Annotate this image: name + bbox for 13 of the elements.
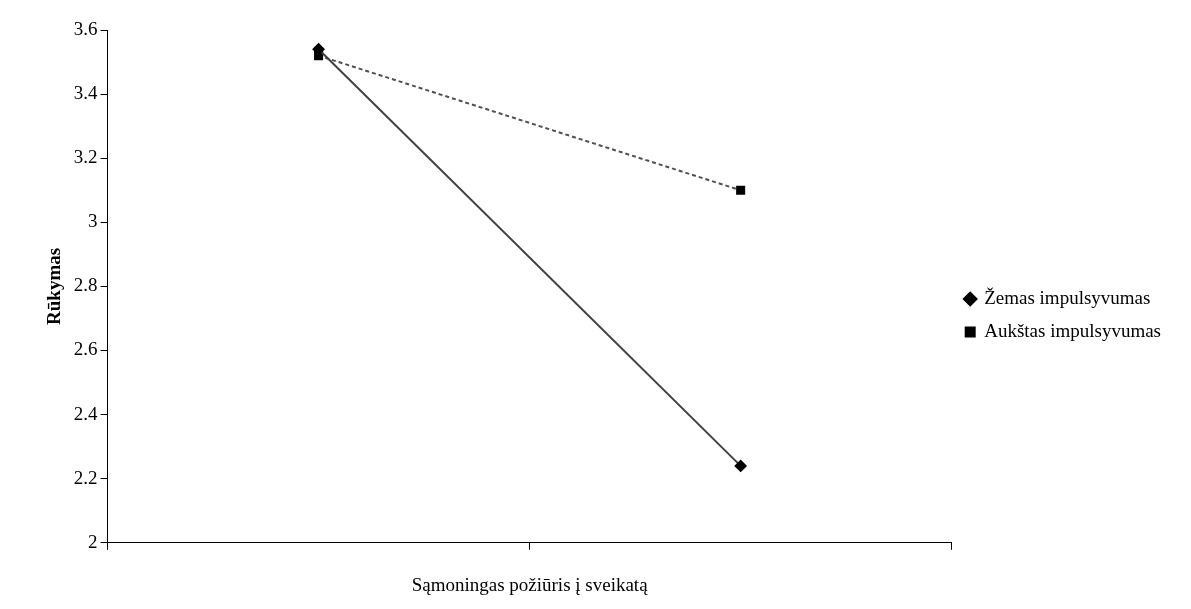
y-tick-label: 3.4: [73, 82, 99, 104]
x-axis-title: Sąmoningas požiūris į sveikatą: [411, 573, 649, 595]
legend-label: Aukštas impulsyvumas: [984, 319, 1161, 341]
y-tick-label: 2.4: [73, 402, 99, 424]
y-tick-label: 3.2: [73, 146, 98, 168]
y-tick-label: 2: [88, 530, 98, 552]
y-axis-title: Rūkymas: [43, 247, 65, 325]
y-tick-label: 3.6: [73, 17, 98, 39]
legend-label: Žemas impulsyvumas: [984, 286, 1151, 308]
y-tick-label: 2.6: [73, 338, 98, 360]
y-tick-label: 2.2: [73, 466, 98, 488]
y-tick-label: 2.8: [73, 274, 98, 296]
y-tick-label: 3: [88, 210, 98, 232]
